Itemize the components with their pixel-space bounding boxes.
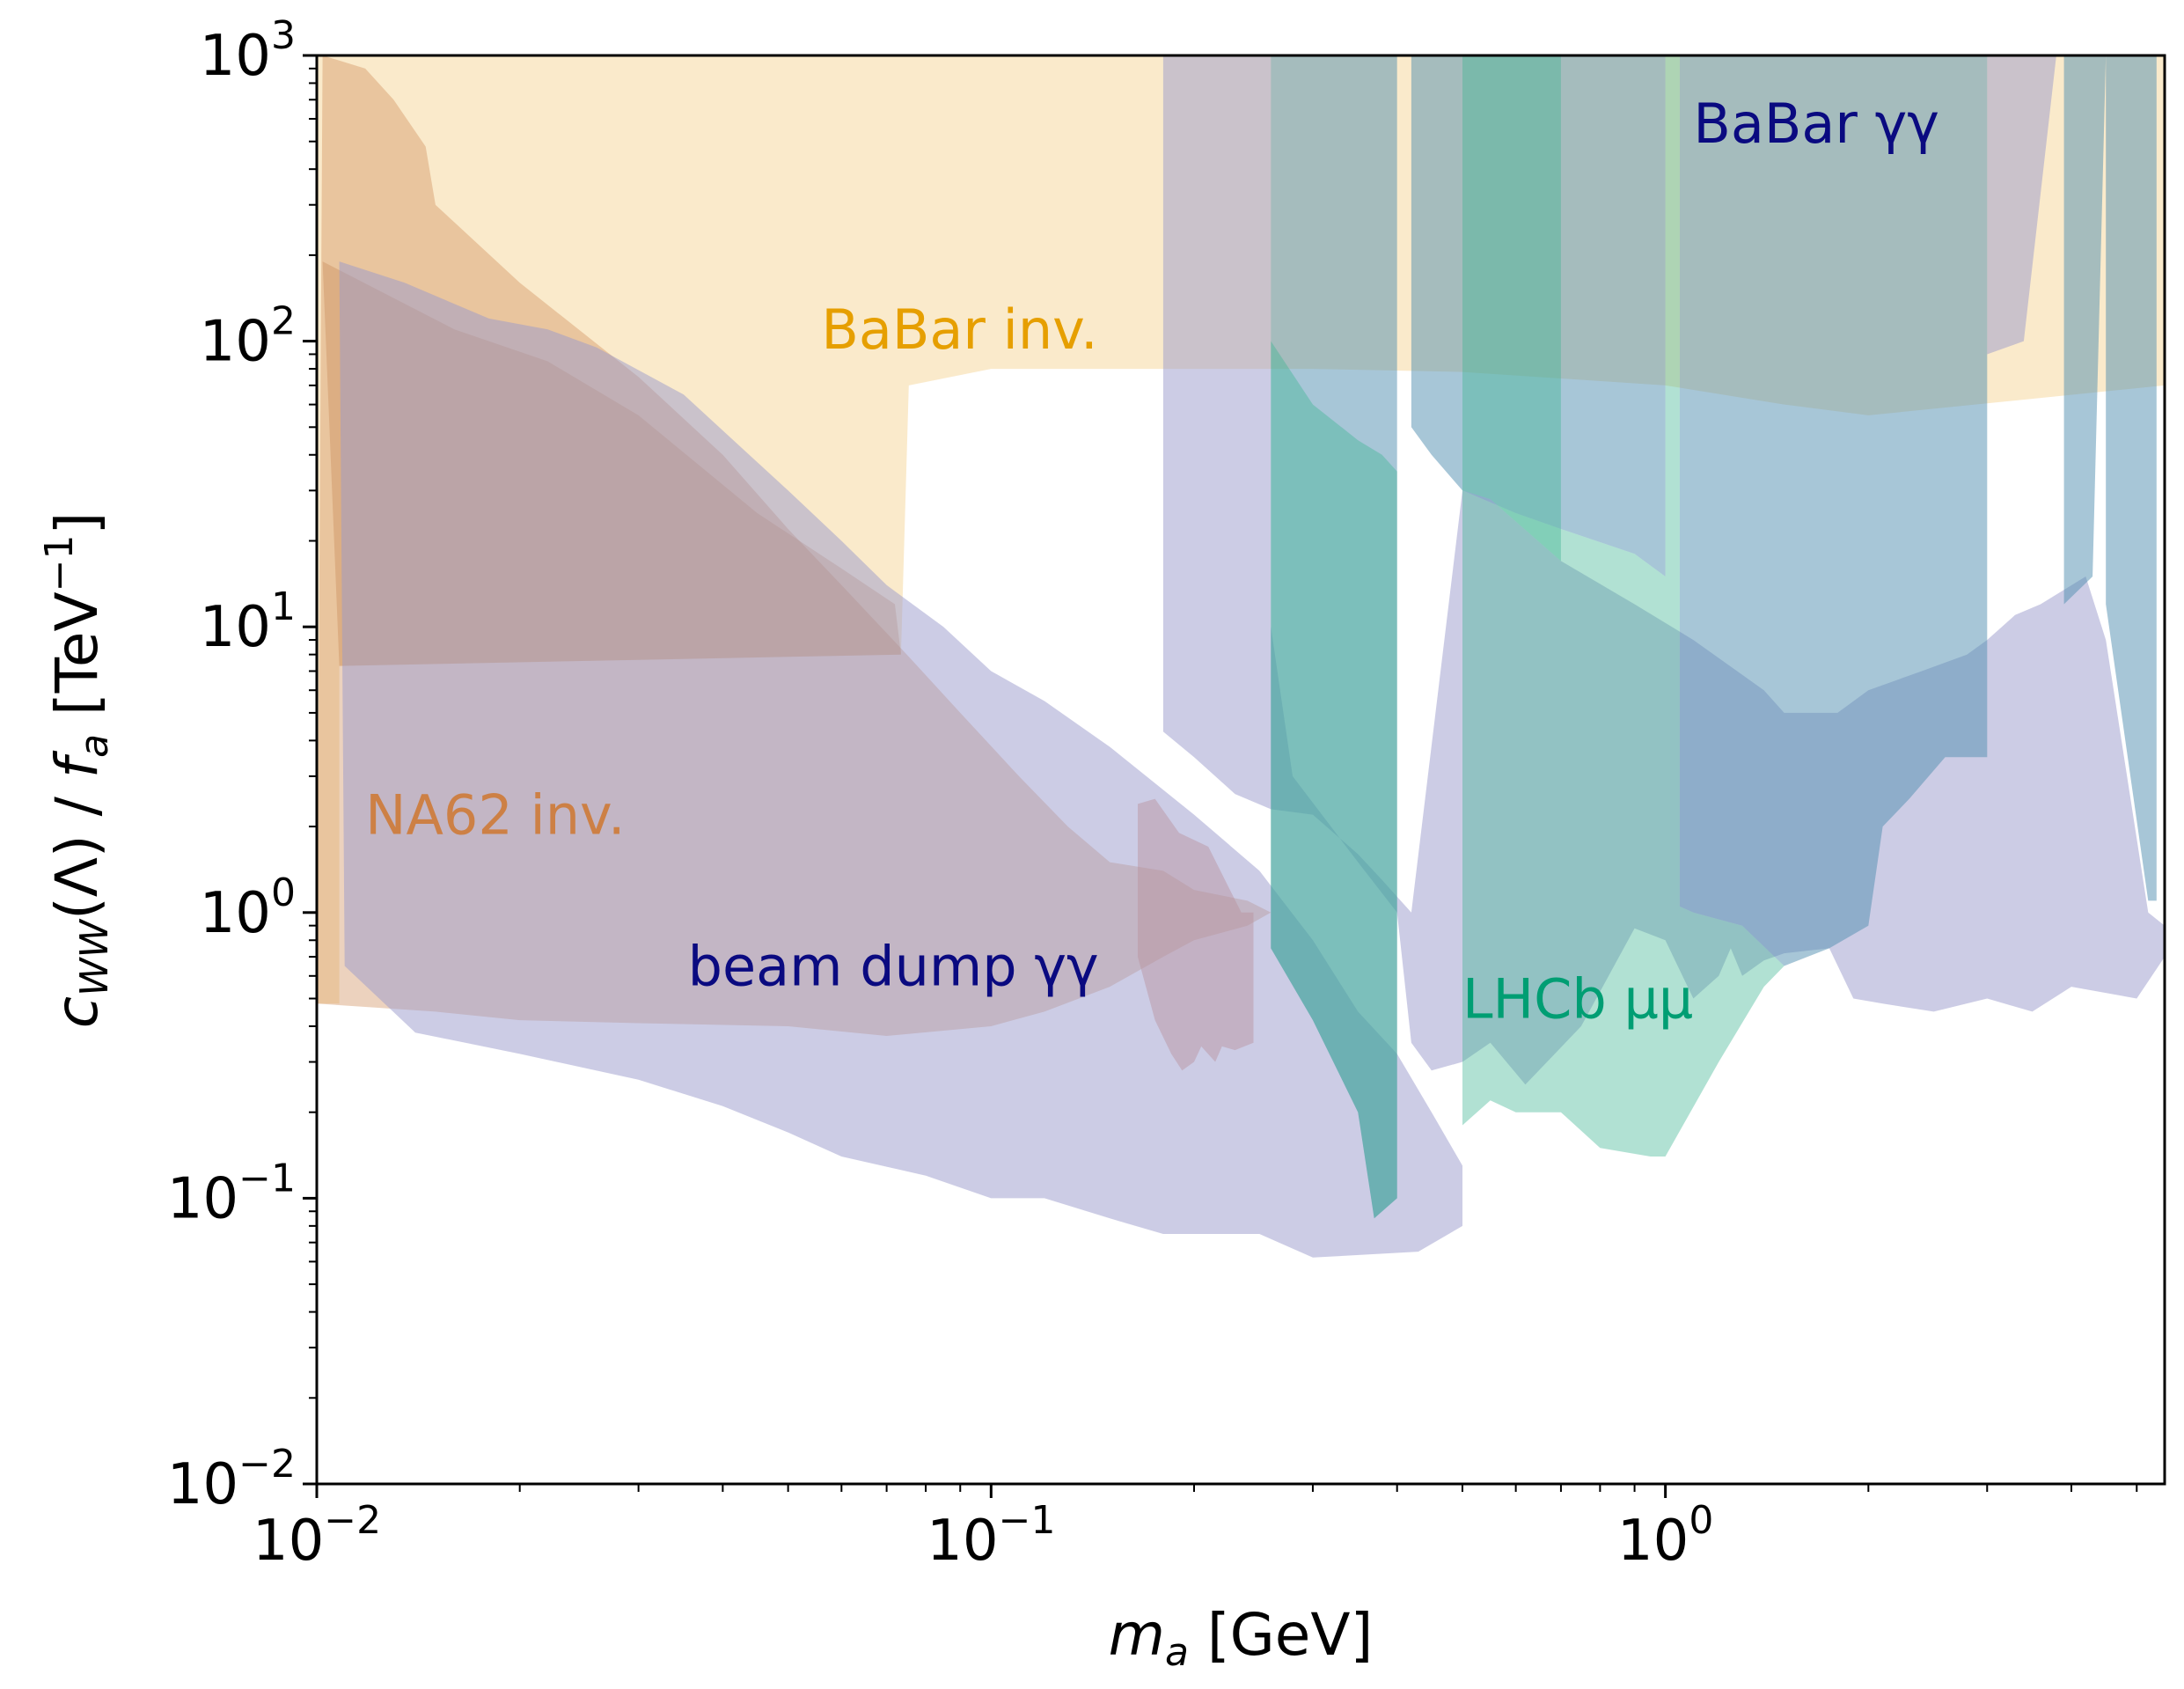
region-beam-dump-peak-0 [1138,798,1254,1071]
label-beam-dump: beam dump γγ [688,935,1099,999]
y-tick-labels: 10−2 10−1 100 101 102 103 [167,13,296,1517]
major-ticks [303,54,1667,1498]
y-tick-label: 100 [200,870,296,946]
x-tick-labels: 10−2 10−1 100 [253,1498,1714,1574]
plot-frame [315,54,2166,1486]
x-axis-label: ma [GeV] [1109,1601,1374,1675]
region-lhcb-1 [1462,55,1785,1157]
region-babar-2 [1679,55,1988,966]
region-lhcb-0 [1271,341,1397,1219]
region-labels: BaBar inv. NA62 inv. beam dump γγ BaBar γγ L… [365,92,1939,1032]
x-tick-label: 100 [1617,1498,1713,1574]
y-axis-label: cWW(Λ) / fa [TeV−1] [37,512,117,1029]
region-beam-dump-0 [339,261,1463,1258]
label-babar-inv: BaBar inv. [821,297,1097,362]
label-babar: BaBar γγ [1693,92,1939,156]
label-lhcb: LHCb μμ [1462,967,1693,1032]
label-na62-inv: NA62 inv. [365,783,625,848]
region-beam-dump-2 [1987,55,2056,355]
region-babar-4 [2106,55,2157,901]
region-beam-dump-1 [1162,55,2165,1085]
x-tick-label: 10−2 [253,1498,381,1574]
exclusion-regions [317,55,2165,1258]
region-babar-1 [1411,55,1666,576]
region-babar-3 [2063,55,2107,605]
region-babar-0 [1271,55,1397,1219]
x-tick-label: 10−1 [927,1498,1055,1574]
y-tick-label: 103 [200,13,296,89]
y-tick-label: 10−2 [167,1442,296,1517]
region-lhcb-2 [1462,55,1561,562]
y-tick-label: 102 [200,299,296,375]
y-tick-label: 101 [200,584,296,660]
y-tick-label: 10−1 [167,1156,296,1231]
